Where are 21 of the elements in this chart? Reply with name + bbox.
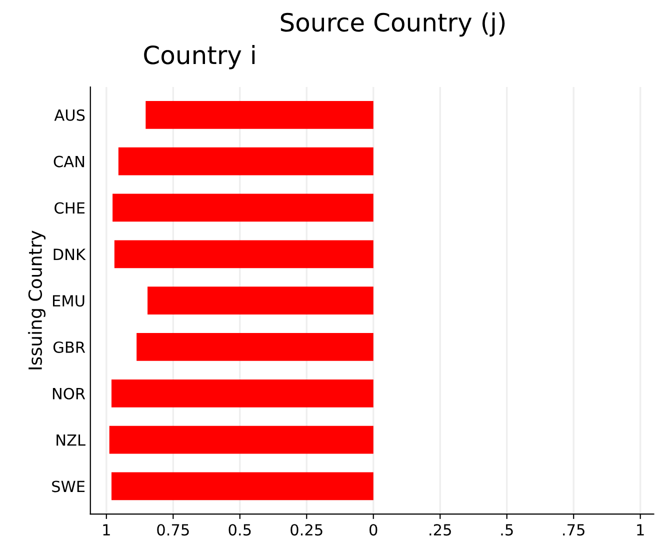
x-tick-label: 0.25 — [290, 524, 322, 536]
x-tick-label: 0.5 — [228, 524, 251, 536]
y-tick-label: SWE — [52, 480, 85, 492]
x-tick-label: 1 — [637, 524, 644, 536]
y-tick-label: NOR — [52, 388, 86, 400]
y-tick-label: CAN — [54, 156, 84, 168]
x-tick-label: 0 — [370, 524, 378, 536]
x-tick-label: .5 — [501, 524, 513, 536]
y-tick-label: DNK — [54, 248, 86, 260]
y-axis-title: Issuing Country — [28, 230, 46, 370]
chart-title: Source Country (j) — [280, 12, 505, 37]
y-tick-label: NZL — [56, 434, 86, 446]
x-tick-label: .75 — [563, 524, 584, 536]
x-tick-label: 0.75 — [157, 524, 189, 536]
y-tick-label: EMU — [53, 295, 84, 307]
y-tick-label: AUS — [54, 109, 85, 121]
chart-subtitle: Country i — [144, 45, 255, 70]
y-tick-label: GBR — [53, 341, 86, 353]
x-tick-label: .25 — [430, 524, 451, 536]
x-tick-label: 1 — [103, 524, 110, 536]
y-tick-label: CHE — [54, 202, 85, 214]
